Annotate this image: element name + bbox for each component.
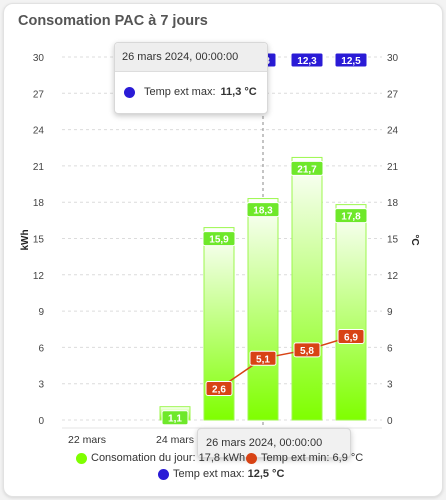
- legend-item-temp-min[interactable]: Temp ext min: 6,9 °C: [246, 452, 363, 464]
- y-tick-right: 24: [387, 126, 399, 137]
- bar[interactable]: [247, 198, 279, 421]
- y-tick-right: 3: [387, 380, 393, 391]
- legend-dot-temp-min: [246, 452, 257, 464]
- y-tick-right: 0: [387, 416, 393, 427]
- legend-label-temp-min: Temp ext min:: [261, 452, 330, 464]
- y-tick-left: 30: [33, 53, 45, 64]
- bar-data-label-box: [202, 231, 236, 247]
- y-tick-left: 12: [33, 271, 45, 282]
- y-tick-left: 3: [38, 380, 44, 391]
- temp-max-label: 12,3: [297, 56, 317, 67]
- temp-min-label: 5,8: [300, 346, 314, 357]
- line-series: [218, 335, 352, 390]
- bar-data-label: 21,7: [297, 164, 317, 175]
- y-tick-left: 9: [38, 307, 44, 318]
- y-tick-left: 18: [33, 198, 45, 209]
- legend-label-conso: Consomation du jour:: [91, 452, 196, 464]
- temp-min-label-box: [337, 329, 365, 345]
- bar-data-label: 1,1: [168, 414, 182, 425]
- tooltip-series-dot: [124, 86, 135, 98]
- bar-data-label-box: [290, 160, 324, 176]
- y-tick-right: 12: [387, 271, 399, 282]
- grid-lines: [62, 56, 382, 428]
- y-tick-left: 6: [38, 343, 44, 354]
- card-title: Consomation PAC à 7 jours: [18, 13, 208, 29]
- y-tick-right: 9: [387, 307, 393, 318]
- temp-max-label: 12,5: [341, 56, 361, 67]
- y-tick-right: 30: [387, 53, 399, 64]
- chart: 0 3 6 9 12 15 18 21 24 27 30 kWh 0 3 6 9 12 15 18 21 24 27 30…: [20, 52, 420, 446]
- legend-dot-conso: [76, 452, 87, 464]
- temp-min-label-box: [293, 342, 321, 358]
- y-tick-right: 15: [387, 235, 399, 246]
- temp-min-label: 2,6: [212, 385, 226, 396]
- x-tick-label: 22 mars: [68, 434, 106, 446]
- temp-min-label-box: [205, 381, 233, 397]
- legend-value-conso: 17,8 kWh: [198, 452, 246, 464]
- bar-data-label: 18,3: [253, 206, 273, 217]
- y-tick-left: 24: [33, 126, 45, 137]
- x-tick-label: 24 mars: [156, 434, 194, 446]
- bar-data-label: 15,9: [209, 235, 229, 246]
- temp-max-label-box: [334, 52, 368, 68]
- y-tick-right: 6: [387, 343, 393, 354]
- legend-label-temp-max: Temp ext max:: [173, 468, 245, 480]
- bar-data-label-box: [246, 202, 280, 218]
- legend-item-temp-max[interactable]: Temp ext max: 12,5 °C: [158, 468, 284, 480]
- tooltip-series-label: Temp ext max:: [144, 86, 216, 98]
- temp-min-label-box: [249, 350, 277, 366]
- temp-min-line: [218, 335, 352, 390]
- y-axis-left: 0 3 6 9 12 15 18 21 24 27 30 kWh: [20, 53, 44, 427]
- tooltip-top: 26 mars 2024, 00:00:00 Temp ext max: 11,…: [114, 42, 268, 114]
- y-tick-right: 21: [387, 162, 399, 173]
- tooltip-bottom: 26 mars 2024, 00:00:00: [197, 428, 351, 458]
- chart-card: Consomation PAC à 7 jours 0 3 6 9 12 15 18 21 24…: [3, 3, 443, 497]
- legend-dot-temp-max: [158, 468, 169, 480]
- y-tick-left: 0: [38, 416, 44, 427]
- y-axis-right: 0 3 6 9 12 15 18 21 24 27 30 °C: [387, 53, 420, 427]
- temp-min-label: 6,9: [344, 333, 358, 344]
- tooltip-series-value: 11,3 °C: [220, 86, 257, 98]
- y-axis-right-title: °C: [409, 234, 420, 245]
- legend-value-temp-min: 6,9 °C: [332, 452, 364, 464]
- y-tick-left: 15: [33, 235, 45, 246]
- y-axis-left-title: kWh: [20, 229, 31, 250]
- legend-item-conso[interactable]: Consomation du jour: 17,8 kWh: [76, 452, 245, 464]
- bar[interactable]: [335, 204, 367, 421]
- tooltip-top-header: 26 mars 2024, 00:00:00: [115, 43, 267, 72]
- bar-data-label-box: [161, 410, 189, 426]
- y-tick-right: 27: [387, 89, 399, 100]
- bar-data-label-box: [334, 208, 368, 224]
- temp-min-label: 5,1: [256, 354, 270, 365]
- y-tick-left: 27: [33, 89, 45, 100]
- legend-value-temp-max: 12,5 °C: [247, 468, 285, 480]
- bar-data-label: 17,8: [341, 212, 361, 223]
- bar[interactable]: [291, 156, 323, 421]
- y-tick-left: 21: [33, 162, 45, 173]
- temp-max-label-box: [290, 52, 324, 68]
- y-tick-right: 18: [387, 198, 399, 209]
